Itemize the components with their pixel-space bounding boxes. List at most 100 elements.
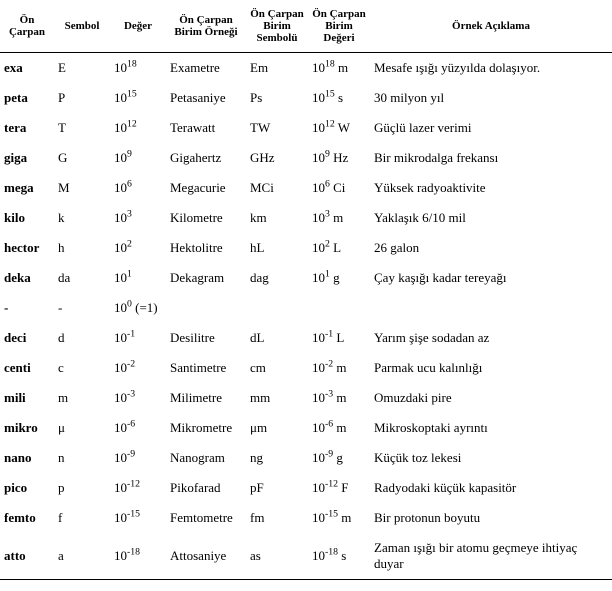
cell-example-name: Hektolitre <box>166 233 246 263</box>
table-row: dekada101Dekagramdag101 gÇay kaşığı kada… <box>0 263 612 293</box>
cell-example-symbol: Em <box>246 53 308 84</box>
table-row: megaM106MegacurieMCi106 CiYüksek radyoak… <box>0 173 612 203</box>
table-row: exaE1018ExametreEm1018 mMesafe ışığı yüz… <box>0 53 612 84</box>
table-row: decid10-1DesilitredL10-1 LYarım şişe sod… <box>0 323 612 353</box>
cell-description: Küçük toz lekesi <box>370 443 612 473</box>
table-row: mikroμ10-6Mikrometreμm10-6 mMikroskoptak… <box>0 413 612 443</box>
cell-example-name: Attosaniye <box>166 533 246 580</box>
cell-example-symbol: μm <box>246 413 308 443</box>
cell-example-symbol: pF <box>246 473 308 503</box>
col-header: Ön Çarpan Birim Örneği <box>166 0 246 53</box>
cell-prefix: - <box>0 293 54 323</box>
cell-prefix: giga <box>0 143 54 173</box>
cell-example-symbol: as <box>246 533 308 580</box>
cell-value: 1012 <box>110 113 166 143</box>
cell-prefix: deka <box>0 263 54 293</box>
table-row: teraT1012TerawattTW1012 WGüçlü lazer ver… <box>0 113 612 143</box>
cell-example-value: 10-18 s <box>308 533 370 580</box>
cell-value: 100 (=1) <box>110 293 166 323</box>
cell-example-symbol: km <box>246 203 308 233</box>
cell-symbol: c <box>54 353 110 383</box>
cell-value: 106 <box>110 173 166 203</box>
table-row: picop10-12PikofaradpF10-12 FRadyodaki kü… <box>0 473 612 503</box>
cell-description: Zaman ışığı bir atomu geçmeye ihtiyaç du… <box>370 533 612 580</box>
cell-example-name: Desilitre <box>166 323 246 353</box>
cell-description: Yüksek radyoaktivite <box>370 173 612 203</box>
cell-value: 10-12 <box>110 473 166 503</box>
table-row: petaP1015PetasaniyePs1015 s30 milyon yıl <box>0 83 612 113</box>
cell-value: 10-18 <box>110 533 166 580</box>
cell-example-value: 10-9 g <box>308 443 370 473</box>
cell-value: 1018 <box>110 53 166 84</box>
cell-prefix: femto <box>0 503 54 533</box>
cell-prefix: mega <box>0 173 54 203</box>
cell-example-value: 10-3 m <box>308 383 370 413</box>
cell-description: 26 galon <box>370 233 612 263</box>
cell-example-value: 10-1 L <box>308 323 370 353</box>
cell-symbol: E <box>54 53 110 84</box>
col-header: Ön Çarpan <box>0 0 54 53</box>
cell-example-value: 102 L <box>308 233 370 263</box>
cell-prefix: peta <box>0 83 54 113</box>
cell-symbol: - <box>54 293 110 323</box>
cell-example-value: 10-6 m <box>308 413 370 443</box>
cell-symbol: a <box>54 533 110 580</box>
cell-prefix: nano <box>0 443 54 473</box>
cell-value: 10-6 <box>110 413 166 443</box>
cell-prefix: hector <box>0 233 54 263</box>
table-row: kilok103Kilometrekm103 mYaklaşık 6/10 mi… <box>0 203 612 233</box>
table-row: gigaG109GigahertzGHz109 HzBir mikrodalga… <box>0 143 612 173</box>
cell-example-name <box>166 293 246 323</box>
cell-symbol: h <box>54 233 110 263</box>
cell-symbol: k <box>54 203 110 233</box>
cell-example-symbol: GHz <box>246 143 308 173</box>
cell-description: Bir protonun boyutu <box>370 503 612 533</box>
cell-prefix: kilo <box>0 203 54 233</box>
cell-prefix: mili <box>0 383 54 413</box>
cell-example-name: Dekagram <box>166 263 246 293</box>
cell-description: Güçlü lazer verimi <box>370 113 612 143</box>
cell-example-value: 10-12 F <box>308 473 370 503</box>
cell-prefix: deci <box>0 323 54 353</box>
cell-example-value: 106 Ci <box>308 173 370 203</box>
cell-symbol: da <box>54 263 110 293</box>
table-row: attoa10-18Attosaniyeas10-18 sZaman ışığı… <box>0 533 612 580</box>
cell-description: Parmak ucu kalınlığı <box>370 353 612 383</box>
cell-example-name: Exametre <box>166 53 246 84</box>
cell-symbol: T <box>54 113 110 143</box>
cell-symbol: m <box>54 383 110 413</box>
col-header: Ön Çarpan Birim Sembolü <box>246 0 308 53</box>
cell-description: Yarım şişe sodadan az <box>370 323 612 353</box>
cell-value: 10-9 <box>110 443 166 473</box>
cell-example-value: 1015 s <box>308 83 370 113</box>
cell-example-symbol: MCi <box>246 173 308 203</box>
table-row: nanon10-9Nanogramng10-9 gKüçük toz lekes… <box>0 443 612 473</box>
cell-example-symbol <box>246 293 308 323</box>
col-header: Örnek Açıklama <box>370 0 612 53</box>
cell-example-symbol: dL <box>246 323 308 353</box>
cell-symbol: f <box>54 503 110 533</box>
cell-example-symbol: Ps <box>246 83 308 113</box>
cell-example-value <box>308 293 370 323</box>
cell-example-symbol: TW <box>246 113 308 143</box>
cell-value: 109 <box>110 143 166 173</box>
cell-value: 10-15 <box>110 503 166 533</box>
cell-example-name: Kilometre <box>166 203 246 233</box>
cell-example-value: 103 m <box>308 203 370 233</box>
cell-example-symbol: cm <box>246 353 308 383</box>
cell-example-symbol: dag <box>246 263 308 293</box>
cell-prefix: mikro <box>0 413 54 443</box>
cell-prefix: tera <box>0 113 54 143</box>
cell-description: Radyodaki küçük kapasitör <box>370 473 612 503</box>
cell-value: 10-3 <box>110 383 166 413</box>
cell-value: 10-1 <box>110 323 166 353</box>
cell-symbol: μ <box>54 413 110 443</box>
cell-example-name: Femtometre <box>166 503 246 533</box>
cell-value: 1015 <box>110 83 166 113</box>
table-row: --100 (=1) <box>0 293 612 323</box>
cell-description: Omuzdaki pire <box>370 383 612 413</box>
cell-symbol: P <box>54 83 110 113</box>
cell-prefix: centi <box>0 353 54 383</box>
cell-description: Mesafe ışığı yüzyılda dolaşıyor. <box>370 53 612 84</box>
cell-symbol: p <box>54 473 110 503</box>
